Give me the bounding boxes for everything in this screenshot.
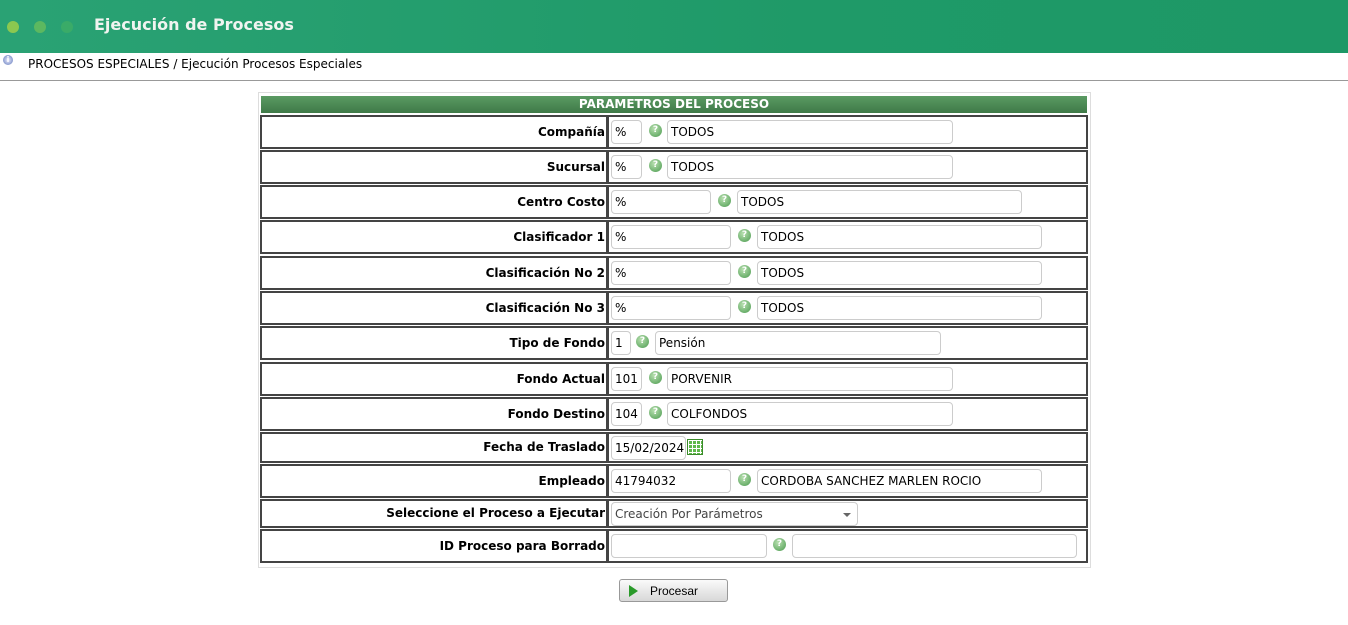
label-clasificacion-no-2: Clasificación No 2 <box>260 256 608 290</box>
field-cell <box>607 499 1088 528</box>
field-cell <box>607 291 1088 325</box>
field-cell <box>607 397 1088 431</box>
help-icon[interactable]: ? <box>738 299 751 313</box>
field-cell <box>607 256 1088 290</box>
help-icon[interactable]: ? <box>636 334 649 348</box>
label-id-proceso-para-borrado: ID Proceso para Borrado <box>260 529 608 563</box>
fondo-actual-description-input[interactable]: PORVENIR <box>667 367 953 391</box>
sucursal-code-input[interactable]: % <box>611 155 642 179</box>
procesar-button[interactable]: Procesar <box>619 579 728 602</box>
field-cell <box>607 432 1088 463</box>
label-centro-costo: Centro Costo <box>260 185 608 219</box>
fondo-destino-code-input[interactable]: 104 <box>611 402 642 426</box>
label-fondo-actual: Fondo Actual <box>260 362 608 396</box>
window-dot <box>34 21 46 33</box>
window-dot <box>7 21 19 33</box>
clasificacion-no-3-code-input[interactable]: % <box>611 296 731 320</box>
label-clasificador-1: Clasificador 1 <box>260 220 608 254</box>
empleado-description-input[interactable]: CORDOBA SANCHEZ MARLEN ROCIO <box>757 469 1042 493</box>
info-icon: i <box>3 55 13 65</box>
label-empleado: Empleado <box>260 464 608 498</box>
chevron-down-icon <box>843 512 851 517</box>
label-clasificacion-no-3: Clasificación No 3 <box>260 291 608 325</box>
help-icon[interactable]: ? <box>773 537 786 551</box>
fondo-actual-code-input[interactable]: 101 <box>611 367 642 391</box>
help-icon[interactable]: ? <box>649 370 662 384</box>
sucursal-description-input[interactable]: TODOS <box>667 155 953 179</box>
compania-description-input[interactable]: TODOS <box>667 120 953 144</box>
label-fondo-destino: Fondo Destino <box>260 397 608 431</box>
window-title: Ejecución de Procesos <box>94 15 294 34</box>
help-icon[interactable]: ? <box>738 472 751 486</box>
parameters-panel: PARAMETROS DEL PROCESO <box>258 92 1091 568</box>
label-compania: Compañía <box>260 115 608 149</box>
compania-code-input[interactable]: % <box>611 120 642 144</box>
label-sucursal: Sucursal <box>260 150 608 184</box>
help-icon[interactable]: ? <box>738 228 751 242</box>
id-proceso-para-borrado-description-input[interactable] <box>792 534 1077 558</box>
breadcrumb: PROCESOS ESPECIALES / Ejecución Procesos… <box>28 57 363 71</box>
clasificador-1-code-input[interactable]: % <box>611 225 731 249</box>
field-cell <box>607 326 1088 360</box>
field-cell <box>607 362 1088 396</box>
id-proceso-para-borrado-code-input[interactable] <box>611 534 767 558</box>
label-seleccione-el-proceso-a-ejecutar: Seleccione el Proceso a Ejecutar <box>260 499 608 528</box>
field-cell <box>607 150 1088 184</box>
help-icon[interactable]: ? <box>738 264 751 278</box>
field-cell <box>607 529 1088 563</box>
fondo-destino-description-input[interactable]: COLFONDOS <box>667 402 953 426</box>
title-bar: Ejecución de Procesos <box>0 0 1348 53</box>
empleado-code-input[interactable]: 41794032 <box>611 469 731 493</box>
play-icon <box>629 585 638 597</box>
divider <box>0 80 1348 81</box>
panel-header: PARAMETROS DEL PROCESO <box>261 96 1087 113</box>
clasificacion-no-3-description-input[interactable]: TODOS <box>757 296 1042 320</box>
field-cell <box>607 115 1088 149</box>
label-tipo-de-fondo: Tipo de Fondo <box>260 326 608 360</box>
tipo-de-fondo-description-input[interactable]: Pensión <box>655 331 941 355</box>
centro-costo-description-input[interactable]: TODOS <box>737 190 1022 214</box>
clasificacion-no-2-code-input[interactable]: % <box>611 261 731 285</box>
fecha-de-traslado-code-input[interactable]: 15/02/2024 <box>611 435 686 460</box>
field-cell <box>607 185 1088 219</box>
tipo-de-fondo-code-input[interactable]: 1 <box>611 331 631 355</box>
clasificacion-no-2-description-input[interactable]: TODOS <box>757 261 1042 285</box>
help-icon[interactable]: ? <box>649 405 662 419</box>
field-cell <box>607 220 1088 254</box>
window-dot <box>61 21 73 33</box>
help-icon[interactable]: ? <box>649 123 662 137</box>
process-select[interactable]: Creación Por Parámetros <box>611 501 858 526</box>
field-cell <box>607 464 1088 498</box>
clasificador-1-description-input[interactable]: TODOS <box>757 225 1042 249</box>
help-icon[interactable]: ? <box>649 158 662 172</box>
centro-costo-code-input[interactable]: % <box>611 190 711 214</box>
help-icon[interactable]: ? <box>718 193 731 207</box>
label-fecha-de-traslado: Fecha de Traslado <box>260 432 608 463</box>
calendar-icon[interactable] <box>687 439 703 455</box>
